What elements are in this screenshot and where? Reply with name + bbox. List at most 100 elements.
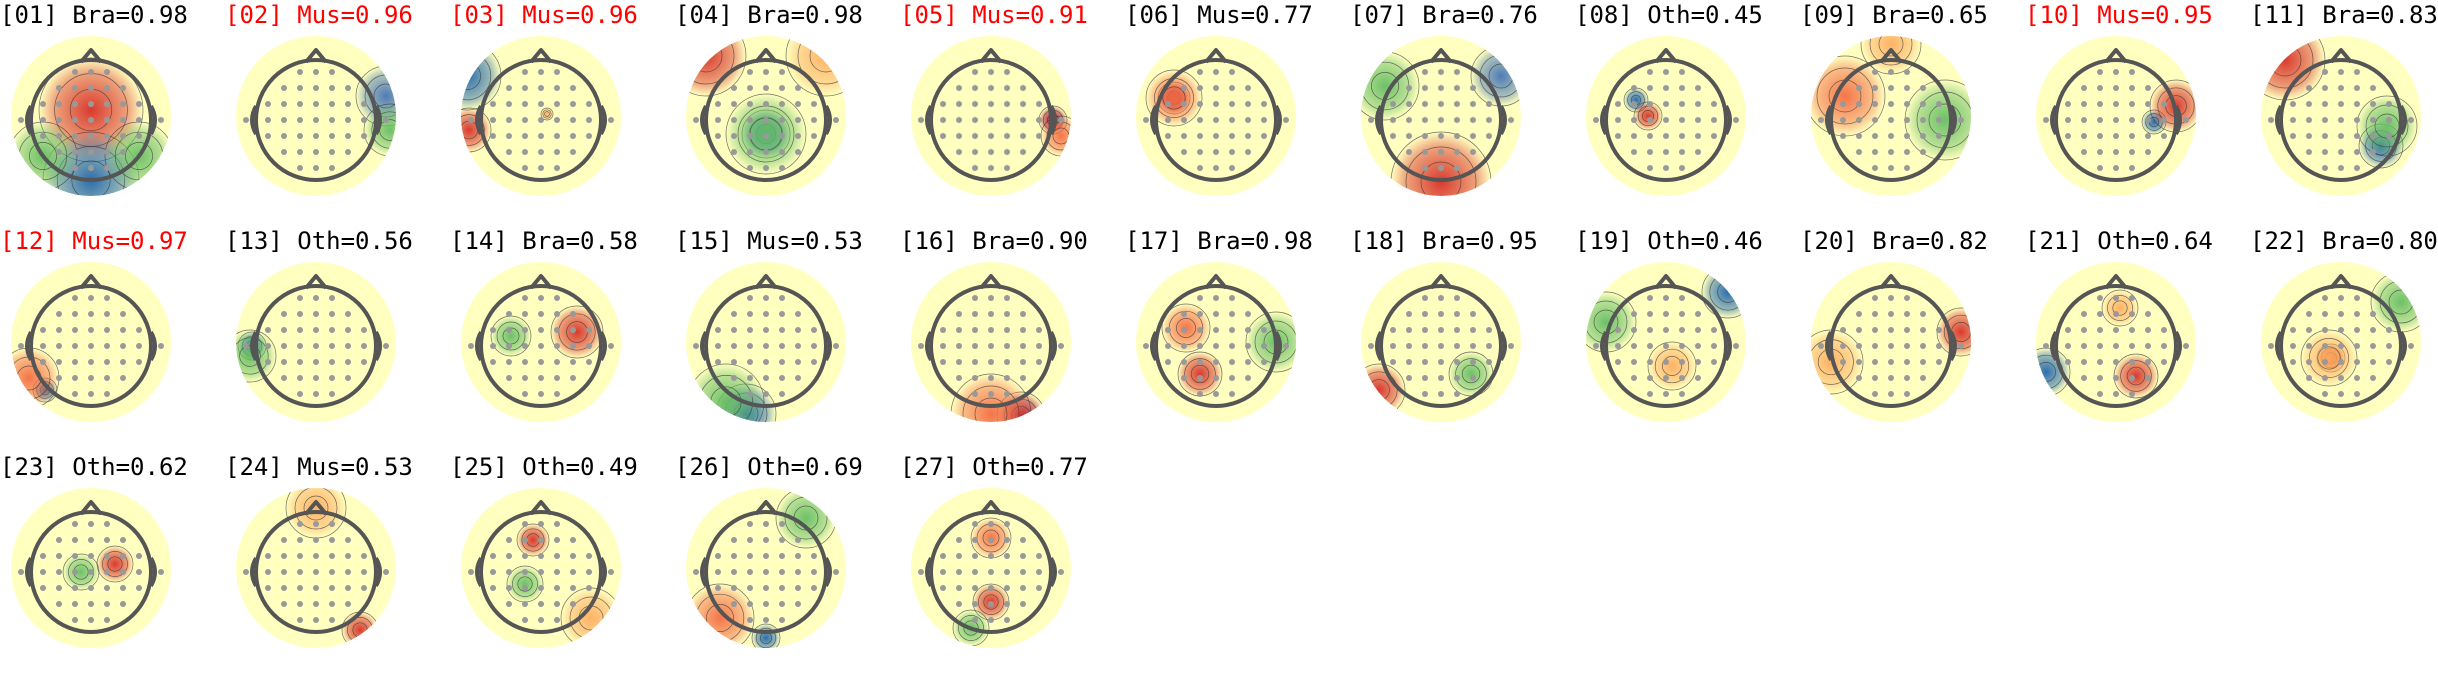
electrode-dot [731,327,737,333]
electrode-dot [538,165,544,171]
electrode-dot [2113,327,2119,333]
electrode-dot [795,311,801,317]
electrode-dot [1856,343,1862,349]
electrode-dot [1454,295,1460,301]
electrode-dot [104,149,110,155]
component-cell: [22] Bra=0.80 [2250,226,2438,452]
left-ear [1600,331,1608,361]
electrode-dot [522,343,528,349]
electrode-dot [1422,165,1428,171]
electrode-dot [2097,359,2103,365]
electrode-dot [1213,311,1219,317]
electrode-dot [88,327,94,333]
electrode-dot [361,359,367,365]
electrode-dot [2386,101,2392,107]
electrode-dot [972,311,978,317]
electrode-dot [1036,101,1042,107]
electrode-dot [2161,133,2167,139]
electrode-dot [1004,617,1010,623]
electrode-dot [1470,149,1476,155]
contour-line [958,615,984,641]
electrode-dot [1004,295,1010,301]
left-ear [1375,331,1383,361]
electrode-dot [1486,359,1492,365]
electrode-dot [490,343,496,349]
electrode-dot [120,101,126,107]
electrode-dot [1663,327,1669,333]
electrode-dot [747,149,753,155]
electrode-dot [18,569,24,575]
electrode-dot [1936,133,1942,139]
electrode-dot [1486,117,1492,123]
electrode-dot [1904,359,1910,365]
electrode-dot [538,101,544,107]
electrode-dot [281,553,287,559]
electrode-dot [956,537,962,543]
right-ear [1049,331,1057,361]
electrode-dot [56,343,62,349]
electrode-dot [554,359,560,365]
electrode-dot [281,537,287,543]
electrode-dot [265,569,271,575]
contour-line [962,385,1020,422]
electrode-dot [972,375,978,381]
electrode-dot [715,569,721,575]
electrode-dot [1197,117,1203,123]
topomap [461,262,621,422]
electrode-dot [763,133,769,139]
electrode-dot [1036,343,1042,349]
electrode-dot [1679,327,1685,333]
electrode-dot [1438,327,1444,333]
electrode-dot [811,553,817,559]
contour-line [1190,364,1210,384]
electrode-dot [1261,117,1267,123]
right-ear [2174,331,2182,361]
electrode-dot [329,117,335,123]
electrode-dot [570,585,576,591]
contour-line [496,321,526,351]
electrode-dot [554,327,560,333]
electrode-dot [522,601,528,607]
electrode-dot [570,149,576,155]
electrode-dot [1872,117,1878,123]
electrode-dot [1663,101,1669,107]
electrode-dot [1438,149,1444,155]
electrode-dot [2097,375,2103,381]
electrode-dot [2145,327,2151,333]
topomap [461,488,621,648]
electrode-dot [1872,149,1878,155]
electrode-dot [72,133,78,139]
electrode-dot [1888,343,1894,349]
nose-outline [1879,48,1903,64]
electrode-dot [2113,85,2119,91]
electrode-dot [779,601,785,607]
electrode-dot [1058,117,1064,123]
electrode-dot [972,295,978,301]
electrode-dot [2097,327,2103,333]
right-ear [149,557,157,587]
electrode-dot [956,85,962,91]
electrode-dot [297,569,303,575]
electrode-dot [329,601,335,607]
electrode-dot [72,521,78,527]
electrode-dot [2145,343,2151,349]
electrode-dot [1020,569,1026,575]
electrode-dot [988,537,994,543]
electrode-dot [313,601,319,607]
electrode-dot [2145,133,2151,139]
electrode-dot [1888,149,1894,155]
electrode-dot [2081,375,2087,381]
electrode-dot [2097,295,2103,301]
left-ear [250,557,258,587]
electrode-dot [2354,343,2360,349]
electrode-dot [1197,343,1203,349]
electrode-dot [2354,149,2360,155]
electrode-dot [586,327,592,333]
electrode-dot [747,569,753,575]
right-ear [824,557,832,587]
electrode-dot [1229,327,1235,333]
electrode-dot [2065,327,2071,333]
electrode-dot [1872,133,1878,139]
electrode-dot [120,117,126,123]
contour-line [1176,318,1196,338]
